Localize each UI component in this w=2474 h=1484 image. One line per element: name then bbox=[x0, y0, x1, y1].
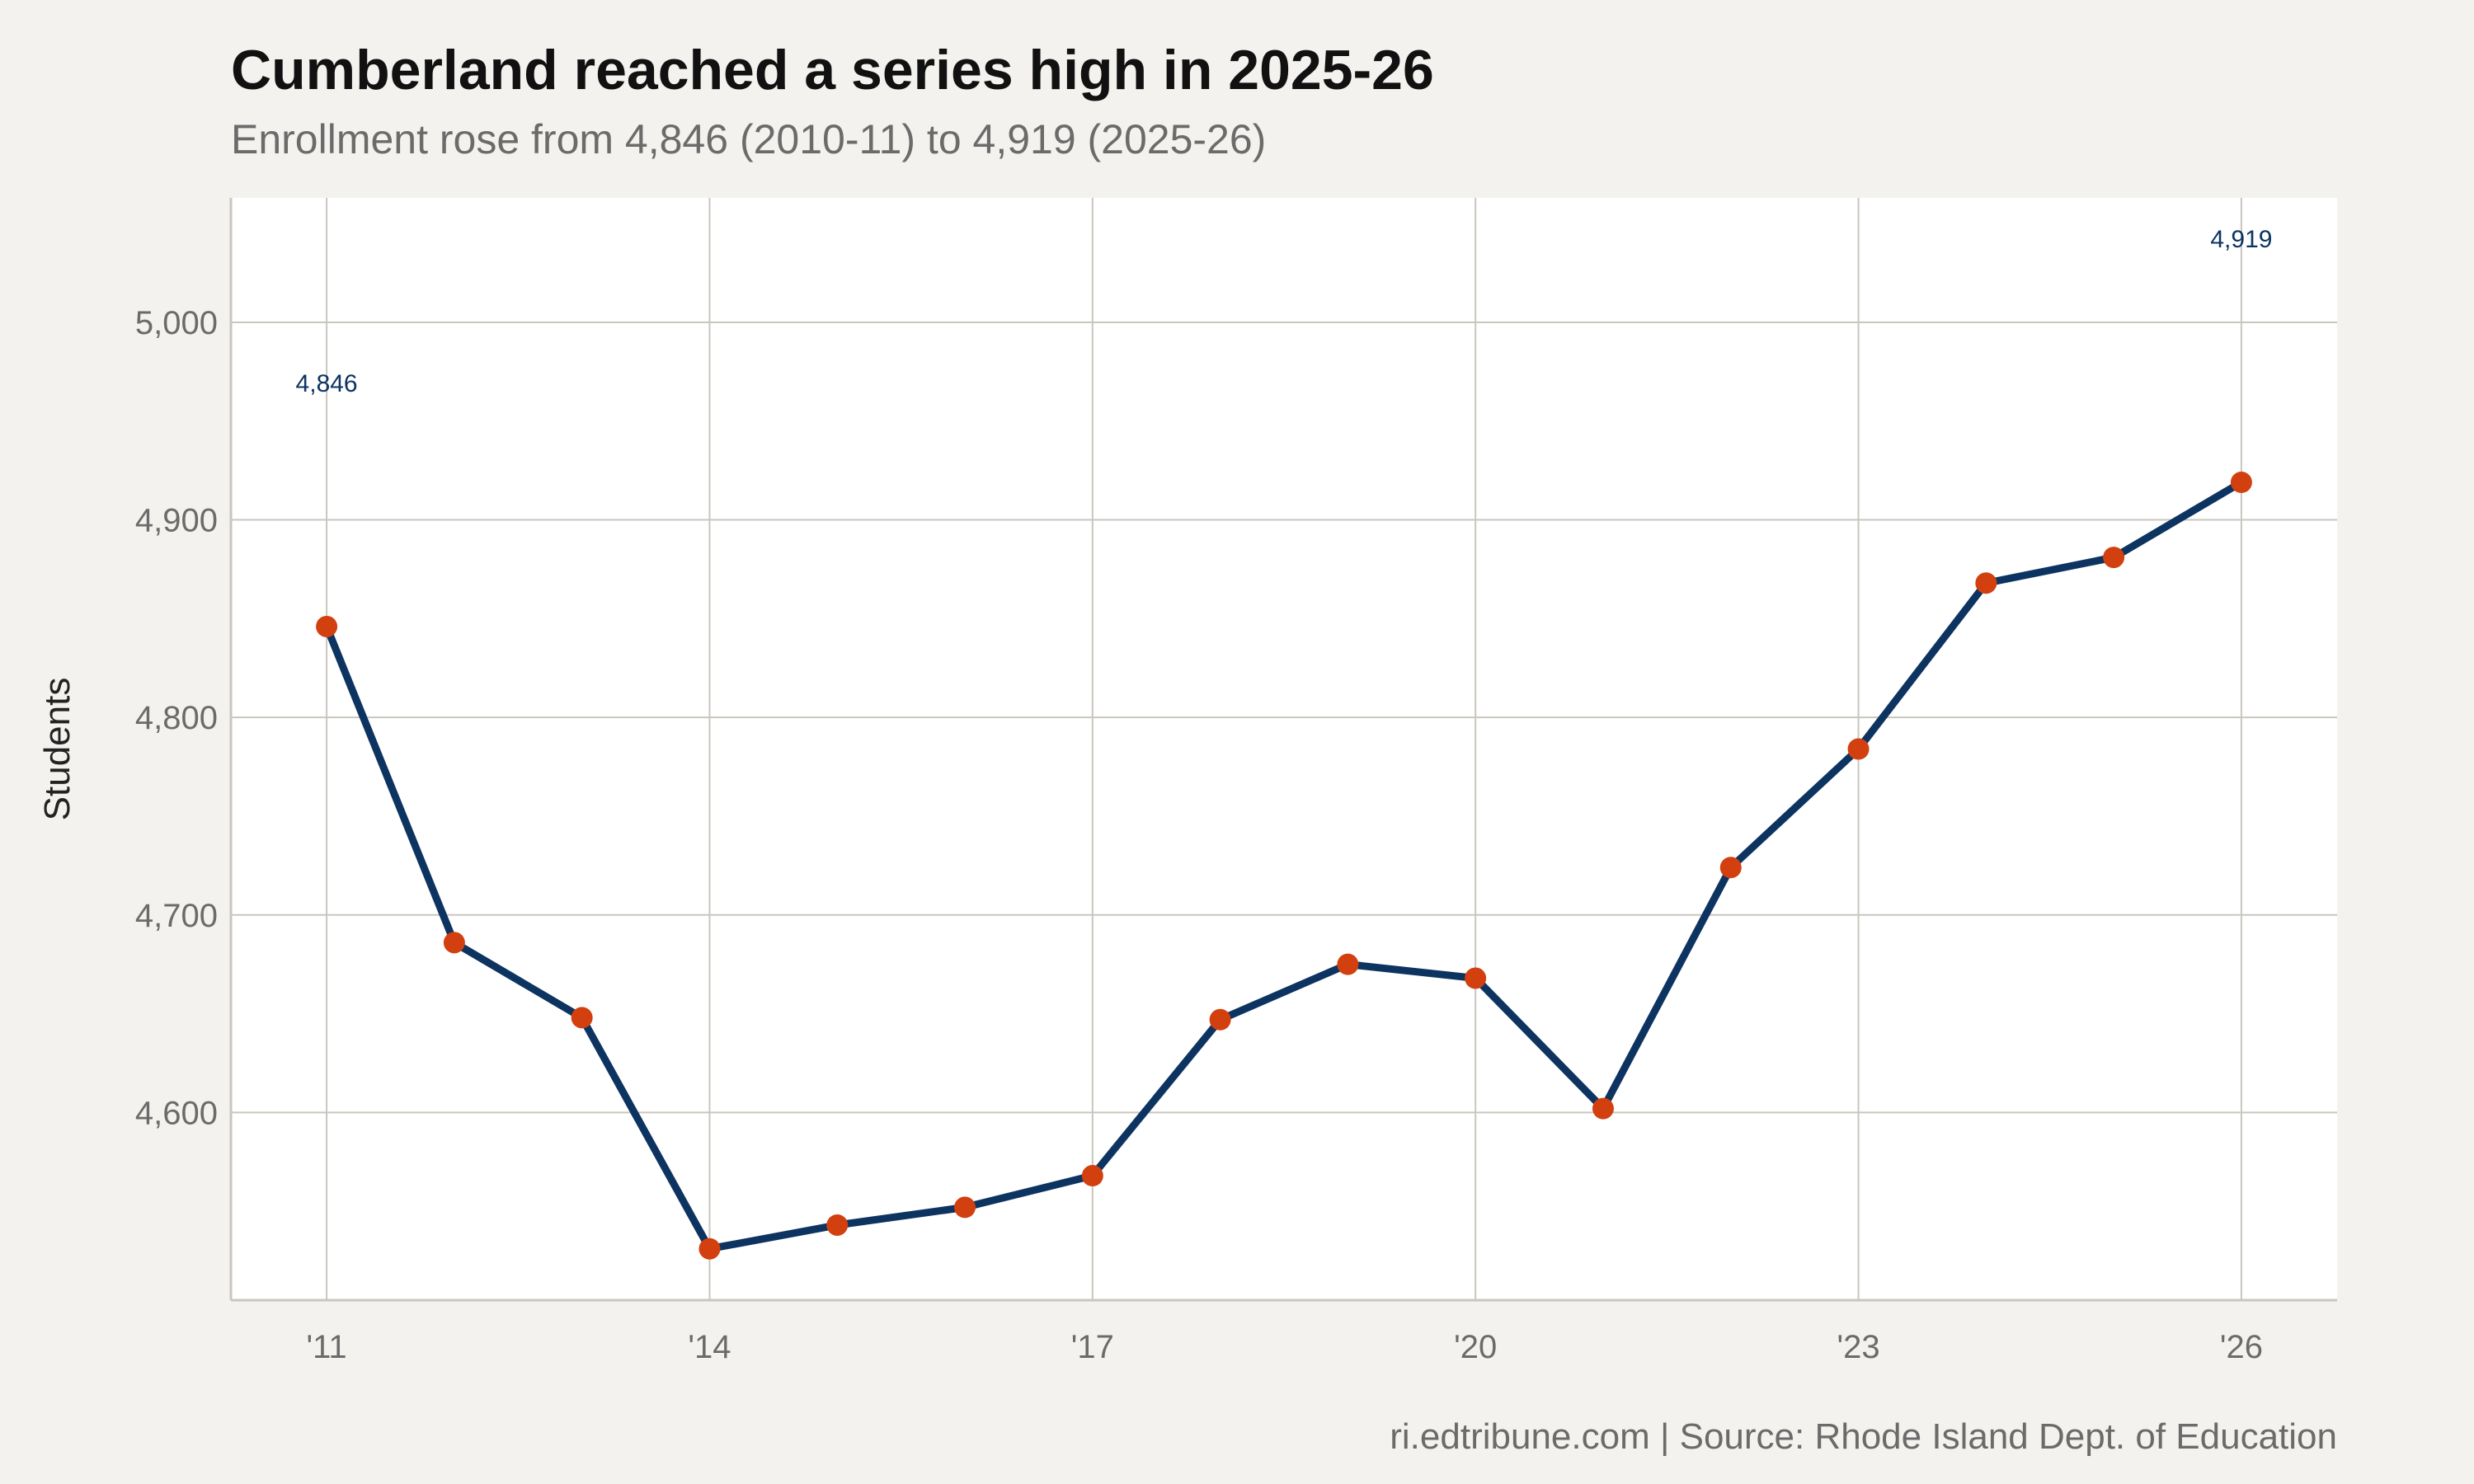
x-tick-label: '14 bbox=[688, 1329, 731, 1365]
data-point bbox=[826, 1214, 849, 1236]
plot-panel bbox=[231, 198, 2337, 1300]
data-point bbox=[1592, 1097, 1614, 1120]
chart-title: Cumberland reached a series high in 2025… bbox=[231, 39, 1434, 101]
y-tick-label: 5,000 bbox=[135, 305, 218, 341]
data-point bbox=[1975, 572, 1997, 594]
data-point bbox=[443, 932, 465, 954]
data-point bbox=[1719, 857, 1742, 879]
data-point bbox=[1081, 1165, 1103, 1187]
source-caption: ri.edtribune.com | Source: Rhode Island … bbox=[1390, 1416, 2337, 1457]
y-tick-label: 4,900 bbox=[135, 503, 218, 539]
data-label: 4,919 bbox=[2210, 226, 2272, 253]
data-point bbox=[1337, 953, 1359, 975]
data-point bbox=[1465, 967, 1487, 989]
x-tick-label: '26 bbox=[2220, 1329, 2263, 1365]
data-point bbox=[698, 1237, 721, 1260]
data-point bbox=[2230, 472, 2252, 494]
x-tick-label: '11 bbox=[307, 1329, 347, 1365]
y-tick-label: 4,600 bbox=[135, 1095, 218, 1131]
y-tick-label: 4,800 bbox=[135, 700, 218, 736]
data-label: 4,846 bbox=[296, 370, 358, 397]
chart-subtitle: Enrollment rose from 4,846 (2010-11) to … bbox=[231, 116, 1267, 162]
x-tick-label: '20 bbox=[1454, 1329, 1497, 1365]
x-tick-label: '23 bbox=[1837, 1329, 1879, 1365]
y-axis-label: Students bbox=[37, 678, 78, 821]
data-point bbox=[1847, 738, 1870, 760]
data-point bbox=[954, 1196, 976, 1219]
y-tick-label: 4,700 bbox=[135, 898, 218, 934]
series-line bbox=[322, 478, 2246, 1253]
data-point bbox=[571, 1007, 593, 1029]
data-point bbox=[316, 615, 338, 637]
x-tick-label: '17 bbox=[1071, 1329, 1114, 1365]
data-point bbox=[1209, 1008, 1231, 1031]
data-point bbox=[2103, 547, 2125, 569]
